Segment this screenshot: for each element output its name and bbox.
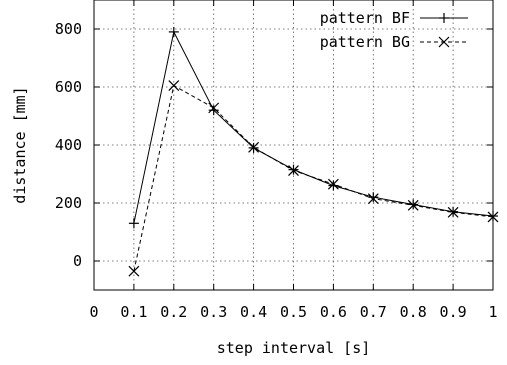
series-1-point [128,218,139,229]
legend: pattern BF pattern BG [320,9,468,51]
x-tick-label: 0.5 [280,303,307,321]
marker-stroke [447,206,459,218]
marker-stroke [407,199,419,211]
marker-stroke [168,80,180,91]
y-tick-label: 800 [55,20,82,38]
series-line-2 [133,84,494,272]
y-axis-label: distance [mm] [11,86,29,203]
x-tick-label: 0.8 [400,303,427,321]
y-tick-label: 0 [73,252,82,270]
x-tick-label: 0.3 [200,303,227,321]
series-2-point [208,102,220,114]
marker-stroke [248,141,260,153]
series-line-1 [133,30,494,224]
x-tick-label: 0.9 [440,303,467,321]
x-tick-label: 1 [488,303,497,321]
marker-stroke [327,178,339,190]
grid-layer [94,0,493,290]
series-1-point [168,26,179,37]
x-tick-label: 0.2 [160,303,187,321]
marker-stroke [208,102,220,114]
y-tick-label: 200 [55,194,82,212]
series-2-point [407,199,419,211]
x-tick-label: 0.6 [320,303,347,321]
series-1-point [408,199,419,210]
series-2-point [288,165,299,176]
x-tick-label: 0 [89,303,98,321]
tick-layer: 0 0.1 0.2 0.3 0.4 0.5 0.6 0.7 0.8 0.9 1 0 200 400 600 8… [55,0,498,321]
series-layer [128,26,499,277]
legend-label-2: pattern BG [320,33,410,51]
series-1-point [208,105,219,116]
x-tick-label: 0.4 [240,303,267,321]
legend-marker-2 [438,36,450,48]
x-tick-label: 0.1 [120,303,147,321]
series-1-point [368,192,379,203]
series-1-point [328,180,339,191]
legend-label-1: pattern BF [320,9,410,27]
marker-stroke [288,165,299,176]
marker-stroke [128,265,140,277]
x-axis-label: step interval [s] [217,339,371,357]
marker-stroke [438,36,450,48]
legend-marker-1 [439,13,449,23]
series-2-point [128,265,140,277]
y-tick-label: 400 [55,136,82,154]
series-1-point [288,164,299,175]
series-2-point [327,178,339,190]
series-2-point [168,80,180,91]
y-tick-label: 600 [55,78,82,96]
x-tick-label: 0.7 [360,303,387,321]
series-2-point [447,206,459,218]
series-2-point [248,141,260,153]
marker-stroke [367,193,379,205]
series-2-point [367,193,379,205]
